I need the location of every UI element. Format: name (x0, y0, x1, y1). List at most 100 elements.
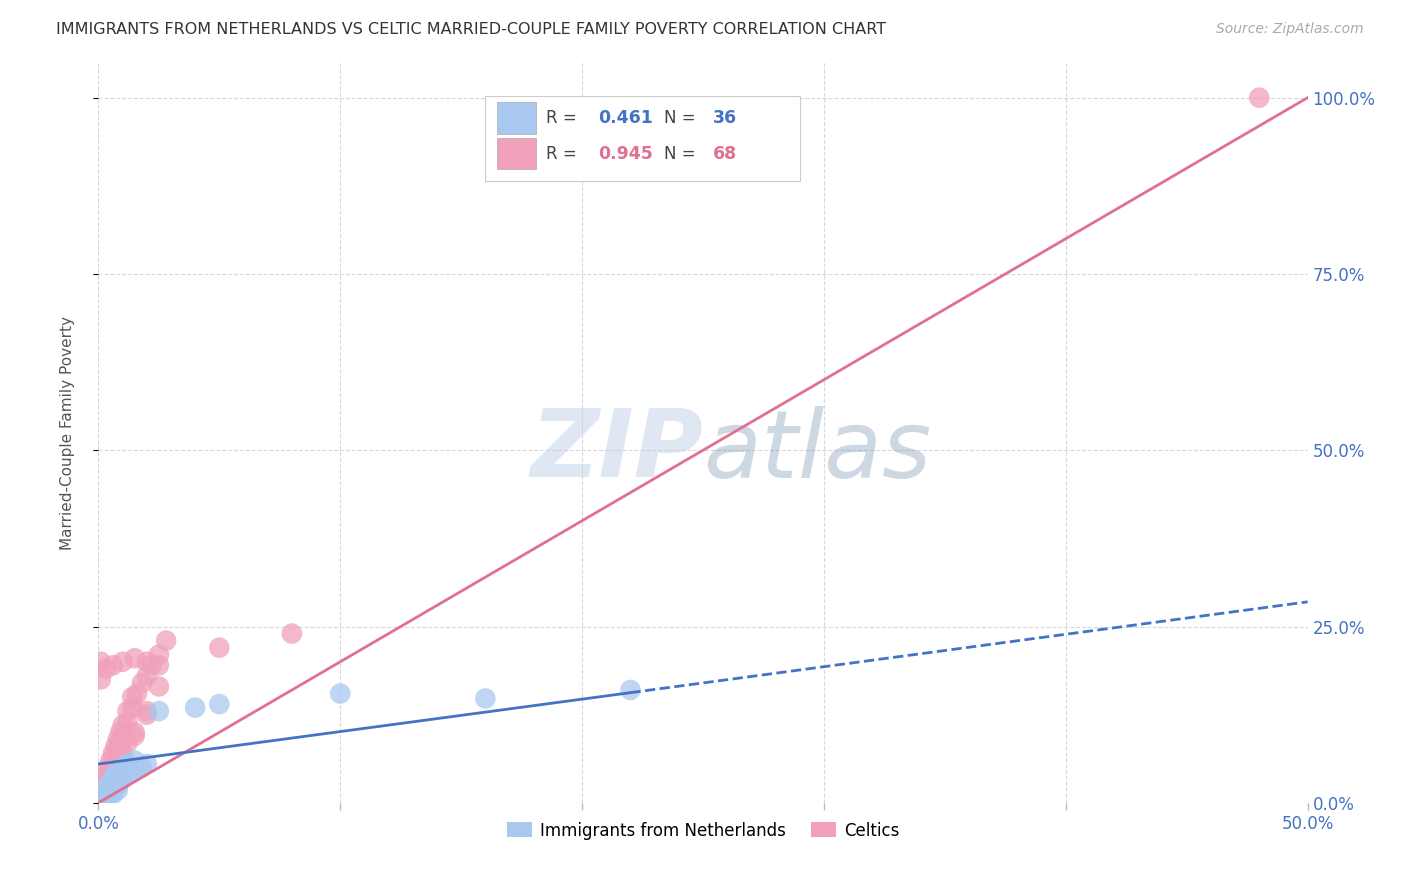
FancyBboxPatch shape (498, 138, 536, 169)
Point (94, 790, 117, 805)
Point (91, 791, 114, 805)
Point (117, 767, 139, 781)
Point (121, 690, 143, 704)
Point (90, 794, 112, 808)
Point (91, 788, 114, 802)
Point (97, 778, 120, 792)
Point (101, 788, 124, 802)
Point (101, 771, 124, 785)
Point (329, 686, 352, 700)
Point (107, 783, 129, 797)
Point (619, 683, 641, 698)
Point (91, 790, 114, 805)
Point (90, 655, 112, 669)
Text: 68: 68 (713, 145, 737, 162)
Point (111, 750, 134, 764)
Point (94, 785, 117, 799)
Point (148, 658, 170, 673)
Point (131, 676, 153, 690)
Point (91, 785, 114, 799)
Legend: Immigrants from Netherlands, Celtics: Immigrants from Netherlands, Celtics (501, 815, 905, 847)
Point (108, 725, 131, 739)
Text: 0.461: 0.461 (598, 109, 652, 127)
Point (94, 789, 117, 803)
Point (104, 767, 127, 781)
Point (155, 633, 177, 648)
Point (90, 790, 112, 805)
Point (111, 655, 134, 669)
Point (124, 729, 146, 743)
Point (474, 691, 496, 706)
Point (124, 764, 146, 778)
Point (90, 673, 112, 687)
Point (148, 648, 170, 662)
Point (107, 743, 129, 757)
Point (104, 739, 127, 754)
Point (135, 757, 157, 772)
Point (135, 707, 157, 722)
Point (127, 686, 149, 700)
Point (94, 789, 117, 803)
Point (111, 760, 134, 774)
Point (135, 655, 157, 669)
Text: IMMIGRANTS FROM NETHERLANDS VS CELTIC MARRIED-COUPLE FAMILY POVERTY CORRELATION : IMMIGRANTS FROM NETHERLANDS VS CELTIC MA… (56, 22, 886, 37)
Point (91, 781, 114, 796)
Point (97, 780, 120, 795)
Point (121, 700, 143, 714)
Point (90, 794, 112, 808)
Point (97, 778, 120, 792)
Point (100, 774, 122, 789)
Point (101, 767, 124, 781)
Point (90, 792, 112, 806)
Text: R =: R = (546, 109, 582, 127)
Point (111, 747, 134, 761)
Point (94, 781, 117, 796)
Text: R =: R = (546, 145, 582, 162)
Point (100, 764, 122, 778)
Text: ZIP: ZIP (530, 405, 703, 497)
Point (104, 764, 127, 778)
Point (101, 785, 124, 799)
Point (94, 778, 117, 792)
Point (184, 700, 207, 714)
Point (94, 783, 117, 797)
Point (104, 762, 127, 776)
Point (117, 714, 139, 729)
Point (108, 736, 131, 750)
Point (101, 757, 124, 772)
Point (148, 680, 170, 694)
Point (111, 729, 134, 743)
Point (100, 773, 122, 788)
FancyBboxPatch shape (498, 103, 536, 134)
Text: atlas: atlas (703, 406, 931, 497)
Point (97, 788, 120, 802)
Point (97, 789, 120, 803)
Point (124, 754, 146, 768)
Point (111, 771, 134, 785)
Y-axis label: Married-Couple Family Poverty: Married-Couple Family Poverty (60, 316, 75, 549)
Point (91, 774, 114, 789)
Point (117, 736, 139, 750)
Text: 0.945: 0.945 (598, 145, 652, 162)
Point (104, 780, 127, 795)
Point (90, 793, 112, 807)
Point (100, 783, 122, 797)
Point (1249, 91, 1271, 105)
Point (90, 794, 112, 808)
Point (131, 760, 153, 774)
Point (117, 757, 139, 772)
Point (94, 767, 117, 781)
Point (135, 704, 157, 718)
Point (90, 792, 112, 806)
Text: Source: ZipAtlas.com: Source: ZipAtlas.com (1216, 22, 1364, 37)
Point (91, 791, 114, 805)
Point (91, 790, 114, 805)
Point (208, 697, 231, 711)
Point (91, 789, 114, 803)
Point (135, 669, 157, 683)
Point (90, 785, 112, 799)
Text: 36: 36 (713, 109, 737, 127)
Point (97, 771, 120, 785)
FancyBboxPatch shape (485, 95, 800, 181)
Point (104, 750, 127, 764)
